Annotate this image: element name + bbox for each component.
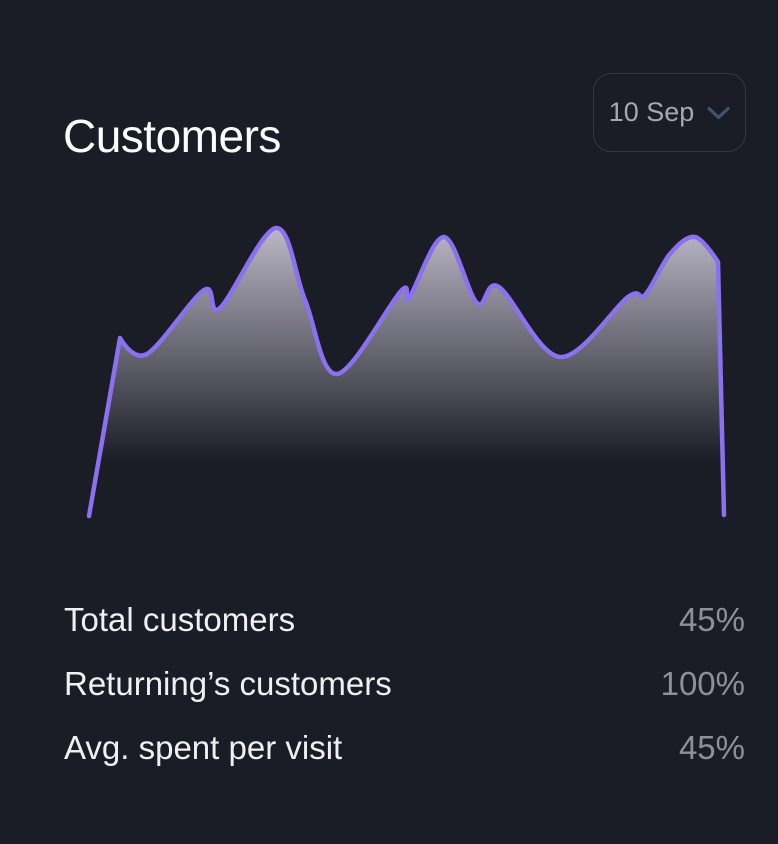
stat-row-returning-customers: Returning’s customers 100% [64,652,745,716]
chevron-down-icon [707,106,730,119]
stat-label: Total customers [64,601,296,638]
stats-list: Total customers 45% Returning’s customer… [64,588,745,780]
date-selector-label: 10 Sep [608,97,695,127]
date-selector-button[interactable]: 10 Sep [593,73,746,152]
stat-value: 45% [678,601,745,638]
stat-value: 100% [660,665,745,702]
stat-value: 45% [678,729,745,766]
stat-row-avg-spent: Avg. spent per visit 45% [64,716,745,780]
stat-label: Returning’s customers [64,665,392,702]
stat-row-total-customers: Total customers 45% [64,588,745,652]
page-title: Customers [63,109,281,162]
area-fill [89,227,724,516]
stat-label: Avg. spent per visit [64,729,343,766]
area-line [86,225,727,519]
